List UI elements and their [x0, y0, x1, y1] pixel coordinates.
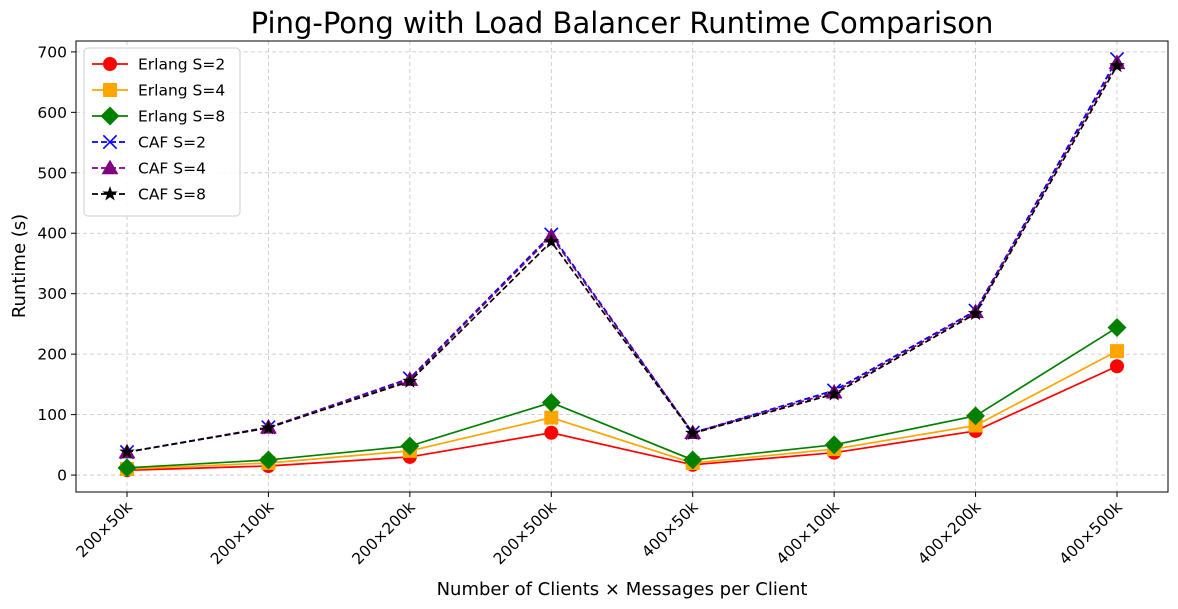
legend-item: Erlang S=8 [92, 106, 225, 126]
data-point [967, 305, 984, 321]
x-tick-label: 400×50k [638, 498, 701, 561]
legend-item: Erlang S=4 [92, 82, 225, 100]
data-point [1107, 318, 1127, 338]
plot-frame [75, 40, 1169, 493]
x-tick-label: 400×100k [773, 498, 843, 568]
legend-marker [100, 106, 120, 126]
legend-item: CAF S=4 [92, 160, 206, 178]
data-point [826, 386, 842, 401]
data-point [544, 425, 559, 440]
y-tick-label: 300 [37, 285, 67, 303]
data-point [541, 393, 561, 412]
data-point [119, 444, 135, 459]
series-layer [117, 51, 1127, 478]
x-tick-label: 200×100k [207, 498, 277, 568]
data-point [117, 458, 137, 478]
data-point [1110, 359, 1124, 374]
legend-label: Erlang S=4 [138, 82, 225, 100]
series-line [126, 62, 1118, 453]
y-tick-label: 100 [37, 406, 67, 424]
series-line [126, 65, 1118, 453]
data-point [968, 418, 983, 433]
data-point [258, 450, 278, 470]
y-tick-label: 0 [57, 467, 67, 485]
legend-item: CAF S=8 [92, 186, 206, 204]
series-caf-s-4 [118, 54, 1126, 459]
series-line [126, 365, 1118, 472]
legend-label: Erlang S=2 [138, 56, 225, 74]
series-caf-s-2 [119, 51, 1125, 460]
x-axis-label: Number of Clients × Messages per Client [437, 579, 808, 600]
x-tick-label: 400×500k [1056, 498, 1126, 568]
data-point [260, 419, 277, 435]
y-tick-label: 400 [37, 225, 67, 243]
data-point [543, 233, 559, 249]
legend-marker [102, 185, 118, 201]
series-line [126, 58, 1118, 453]
series-erlang-s-8 [117, 318, 1127, 478]
chart-title: Ping-Pong with Load Balancer Runtime Com… [251, 6, 994, 40]
data-point [544, 410, 559, 425]
legend-marker [102, 134, 118, 150]
legend-label: Erlang S=8 [138, 108, 225, 126]
x-tick-label: 400×200k [914, 498, 984, 568]
y-tick-label: 700 [37, 43, 67, 61]
data-point [400, 436, 420, 456]
legend: Erlang S=2 Erlang S=4 Erlang S=8 CAF S=2 CAF… [83, 47, 241, 217]
data-point [1109, 57, 1125, 73]
data-point [824, 435, 844, 455]
data-point [966, 406, 986, 426]
y-axis: 0 100 200 300 400 500 600 700 [37, 43, 76, 485]
data-point [1110, 344, 1124, 359]
legend-item: Erlang S=2 [92, 56, 225, 74]
y-tick-label: 200 [37, 346, 67, 364]
x-tick-label: 200×500k [490, 498, 560, 568]
legend-label: CAF S=4 [138, 160, 206, 178]
x-tick-label: 200×50k [73, 498, 136, 561]
x-tick-label: 200×200k [349, 498, 419, 568]
y-tick-label: 500 [37, 164, 67, 182]
legend-label: CAF S=8 [138, 186, 206, 204]
legend-marker [103, 57, 117, 71]
series-line [126, 350, 1118, 470]
data-point [402, 373, 418, 388]
series-caf-s-8 [119, 57, 1125, 459]
series-line [126, 326, 1118, 469]
data-point [685, 425, 701, 440]
data-point [683, 450, 703, 470]
y-tick-label: 600 [37, 104, 67, 122]
y-axis-label: Runtime (s) [9, 214, 30, 318]
legend-item: CAF S=2 [92, 134, 206, 152]
legend-marker [103, 83, 117, 97]
legend-label: CAF S=2 [138, 134, 206, 152]
legend-marker [101, 159, 119, 175]
grid [76, 41, 1168, 492]
x-axis: 200×50k 200×100k 200×200k 200×500k 400×50k 40… [73, 492, 1126, 568]
